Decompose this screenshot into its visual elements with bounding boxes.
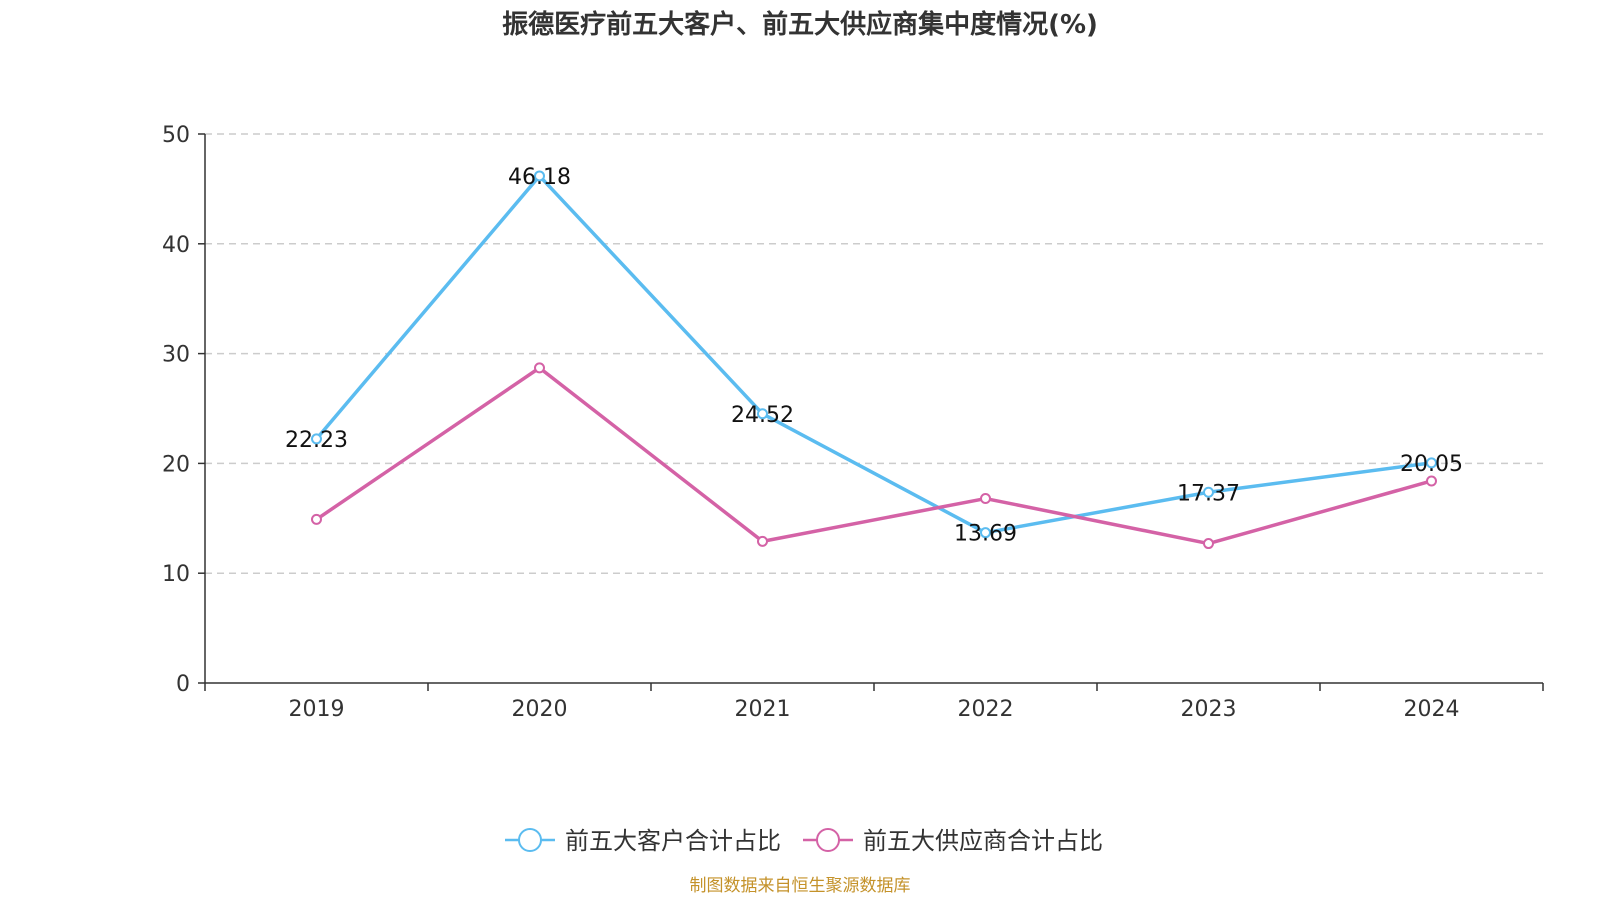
y-tick-label: 30 (162, 343, 190, 368)
source-note: 制图数据来自恒生聚源数据库 (690, 876, 911, 896)
legend-item-1[interactable]: 前五大客户合计占比 (505, 827, 781, 855)
legend-marker-icon (518, 828, 542, 852)
data-point[interactable] (534, 170, 545, 182)
data-label: 13.69 (954, 522, 1017, 547)
data-label: 46.18 (508, 165, 571, 190)
data-point[interactable] (980, 527, 991, 539)
y-tick-label: 0 (176, 672, 190, 697)
data-label: 24.52 (731, 403, 794, 428)
series-line-1 (315, 174, 1432, 535)
x-tick-label: 2024 (1404, 697, 1460, 722)
x-tick-label: 2019 (289, 697, 345, 722)
legend-label: 前五大客户合计占比 (565, 827, 781, 855)
data-point[interactable] (311, 513, 322, 525)
series (311, 170, 1437, 550)
data-point[interactable] (1203, 538, 1214, 550)
data-label: 20.05 (1400, 452, 1463, 477)
data-label: 22.23 (285, 428, 348, 453)
x-tick-label: 2021 (735, 697, 791, 722)
y-tick-label: 20 (162, 452, 190, 477)
data-label: 17.37 (1177, 481, 1240, 506)
data-point[interactable] (980, 493, 991, 505)
x-tick-label: 2022 (958, 697, 1014, 722)
y-tick-label: 50 (162, 123, 190, 148)
data-point[interactable] (757, 408, 768, 420)
data-point[interactable] (757, 535, 768, 547)
data-labels: 22.23 46.18 24.52 13.69 17.37 20.05 (285, 165, 1463, 547)
axes: 0 10 20 30 40 50 2019 2020 2021 2022 2023 2024 (162, 123, 1544, 722)
data-point[interactable] (534, 362, 545, 374)
data-point[interactable] (1426, 475, 1437, 487)
legend-item-2[interactable]: 前五大供应商合计占比 (803, 827, 1103, 855)
chart-title: 振德医疗前五大客户、前五大供应商集中度情况(%) (502, 9, 1098, 40)
legend-marker-icon (816, 828, 840, 852)
data-point[interactable] (311, 433, 322, 445)
grid-lines (205, 133, 1543, 574)
data-point[interactable] (1426, 457, 1437, 469)
x-tick-label: 2020 (512, 697, 568, 722)
data-point[interactable] (1203, 486, 1214, 498)
series-line-2 (315, 366, 1432, 546)
legend[interactable]: 前五大客户合计占比 前五大供应商合计占比 (505, 827, 1103, 855)
y-tick-label: 40 (162, 233, 190, 258)
legend-label: 前五大供应商合计占比 (863, 827, 1103, 855)
x-tick-label: 2023 (1181, 697, 1237, 722)
y-tick-label: 10 (162, 562, 190, 587)
